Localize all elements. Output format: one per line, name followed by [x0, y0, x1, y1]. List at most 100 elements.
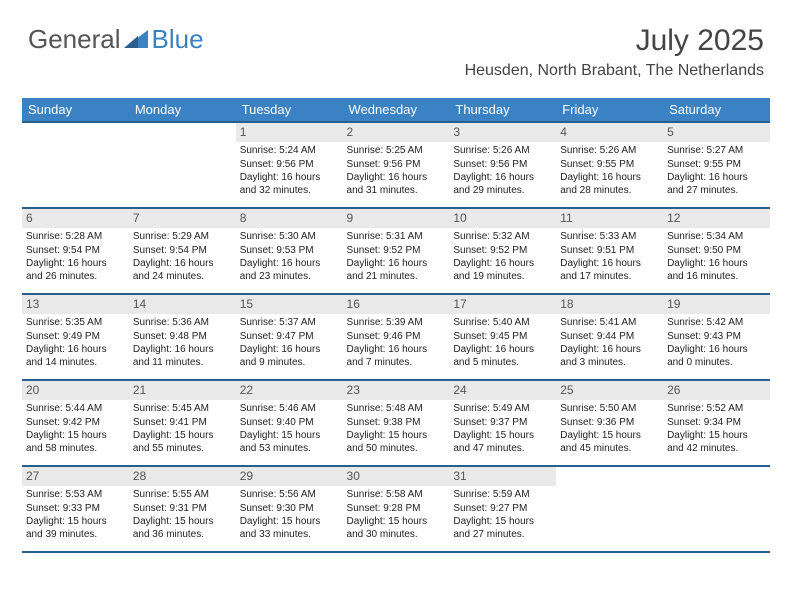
daylight-line: Daylight: 16 hours and 31 minutes. [347, 172, 446, 197]
sunrise-line: Sunrise: 5:46 AM [240, 403, 339, 416]
sunset-line: Sunset: 9:43 PM [667, 331, 766, 344]
calendar-day-cell: 15Sunrise: 5:37 AMSunset: 9:47 PMDayligh… [236, 294, 343, 380]
day-number: 21 [129, 381, 236, 400]
sunset-line: Sunset: 9:52 PM [347, 245, 446, 258]
day-number: 24 [449, 381, 556, 400]
weekday-header: Sunday [22, 98, 129, 122]
daylight-line: Daylight: 16 hours and 5 minutes. [453, 344, 552, 369]
sunset-line: Sunset: 9:28 PM [347, 503, 446, 516]
calendar-day-cell: 6Sunrise: 5:28 AMSunset: 9:54 PMDaylight… [22, 208, 129, 294]
sunrise-line: Sunrise: 5:39 AM [347, 317, 446, 330]
daylight-line: Daylight: 15 hours and 58 minutes. [26, 430, 125, 455]
sunrise-line: Sunrise: 5:25 AM [347, 145, 446, 158]
day-number: 11 [556, 209, 663, 228]
sunset-line: Sunset: 9:46 PM [347, 331, 446, 344]
sunrise-line: Sunrise: 5:27 AM [667, 145, 766, 158]
day-number: 20 [22, 381, 129, 400]
logo-triangle-icon [124, 26, 148, 53]
sunrise-line: Sunrise: 5:50 AM [560, 403, 659, 416]
day-number: 2 [343, 123, 450, 142]
day-number: 23 [343, 381, 450, 400]
calendar-day-cell: 17Sunrise: 5:40 AMSunset: 9:45 PMDayligh… [449, 294, 556, 380]
sunrise-line: Sunrise: 5:45 AM [133, 403, 232, 416]
weekday-header: Saturday [663, 98, 770, 122]
sunrise-line: Sunrise: 5:36 AM [133, 317, 232, 330]
daylight-line: Daylight: 16 hours and 27 minutes. [667, 172, 766, 197]
day-number: 14 [129, 295, 236, 314]
sunset-line: Sunset: 9:47 PM [240, 331, 339, 344]
calendar-day-cell [556, 466, 663, 552]
day-number: 25 [556, 381, 663, 400]
sunrise-line: Sunrise: 5:53 AM [26, 489, 125, 502]
day-number: 4 [556, 123, 663, 142]
sunset-line: Sunset: 9:50 PM [667, 245, 766, 258]
sunset-line: Sunset: 9:41 PM [133, 417, 232, 430]
day-number: 5 [663, 123, 770, 142]
calendar-day-cell [129, 122, 236, 208]
calendar-day-cell: 11 Sunrise: 5:33 AMSunset: 9:51 PMDayligh… [556, 208, 663, 294]
day-number: 12 [663, 209, 770, 228]
day-number: 26 [663, 381, 770, 400]
sunrise-line: Sunrise: 5:49 AM [453, 403, 552, 416]
sunset-line: Sunset: 9:38 PM [347, 417, 446, 430]
day-number: 17 [449, 295, 556, 314]
daylight-line: Daylight: 16 hours and 29 minutes. [453, 172, 552, 197]
sunset-line: Sunset: 9:56 PM [347, 159, 446, 172]
weekday-header: Monday [129, 98, 236, 122]
sunrise-line: Sunrise: 5:34 AM [667, 231, 766, 244]
calendar-day-cell: 12Sunrise: 5:34 AMSunset: 9:50 PMDayligh… [663, 208, 770, 294]
daylight-line: Daylight: 16 hours and 3 minutes. [560, 344, 659, 369]
daylight-line: Daylight: 16 hours and 11 minutes. [133, 344, 232, 369]
daylight-line: Daylight: 16 hours and 17 minutes. [560, 258, 659, 283]
calendar-table: SundayMondayTuesdayWednesdayThursdayFrid… [22, 98, 770, 553]
weekday-header: Thursday [449, 98, 556, 122]
weekday-header: Wednesday [343, 98, 450, 122]
daylight-line: Daylight: 16 hours and 19 minutes. [453, 258, 552, 283]
calendar-day-cell: 29Sunrise: 5:56 AMSunset: 9:30 PMDayligh… [236, 466, 343, 552]
sunset-line: Sunset: 9:56 PM [453, 159, 552, 172]
sunset-line: Sunset: 9:51 PM [560, 245, 659, 258]
sunrise-line: Sunrise: 5:31 AM [347, 231, 446, 244]
sunset-line: Sunset: 9:55 PM [667, 159, 766, 172]
daylight-line: Daylight: 15 hours and 53 minutes. [240, 430, 339, 455]
calendar-day-cell: 26Sunrise: 5:52 AMSunset: 9:34 PMDayligh… [663, 380, 770, 466]
sunrise-line: Sunrise: 5:26 AM [560, 145, 659, 158]
weekday-header: Friday [556, 98, 663, 122]
sunrise-line: Sunrise: 5:44 AM [26, 403, 125, 416]
day-number: 27 [22, 467, 129, 486]
sunset-line: Sunset: 9:45 PM [453, 331, 552, 344]
daylight-line: Daylight: 15 hours and 42 minutes. [667, 430, 766, 455]
sunrise-line: Sunrise: 5:56 AM [240, 489, 339, 502]
calendar-day-cell: 18Sunrise: 5:41 AMSunset: 9:44 PMDayligh… [556, 294, 663, 380]
daylight-line: Daylight: 15 hours and 50 minutes. [347, 430, 446, 455]
calendar-head: SundayMondayTuesdayWednesdayThursdayFrid… [22, 98, 770, 122]
calendar-day-cell: 2 Sunrise: 5:25 AMSunset: 9:56 PMDaylight… [343, 122, 450, 208]
day-number: 13 [22, 295, 129, 314]
calendar-day-cell: 7Sunrise: 5:29 AMSunset: 9:54 PMDaylight… [129, 208, 236, 294]
sunset-line: Sunset: 9:36 PM [560, 417, 659, 430]
day-number: 29 [236, 467, 343, 486]
sunset-line: Sunset: 9:44 PM [560, 331, 659, 344]
logo-text-blue: Blue [152, 24, 204, 55]
calendar-week-row: 27Sunrise: 5:53 AMSunset: 9:33 PMDayligh… [22, 466, 770, 552]
day-number: 7 [129, 209, 236, 228]
day-number: 1 [236, 123, 343, 142]
sunset-line: Sunset: 9:49 PM [26, 331, 125, 344]
sunrise-line: Sunrise: 5:29 AM [133, 231, 232, 244]
sunrise-line: Sunrise: 5:41 AM [560, 317, 659, 330]
calendar-day-cell: 31Sunrise: 5:59 AMSunset: 9:27 PMDayligh… [449, 466, 556, 552]
day-number: 22 [236, 381, 343, 400]
day-number: 6 [22, 209, 129, 228]
day-number: 9 [343, 209, 450, 228]
sunrise-line: Sunrise: 5:33 AM [560, 231, 659, 244]
sunrise-line: Sunrise: 5:28 AM [26, 231, 125, 244]
sunset-line: Sunset: 9:34 PM [667, 417, 766, 430]
sunset-line: Sunset: 9:52 PM [453, 245, 552, 258]
calendar-day-cell: 8Sunrise: 5:30 AMSunset: 9:53 PMDaylight… [236, 208, 343, 294]
daylight-line: Daylight: 16 hours and 14 minutes. [26, 344, 125, 369]
day-number: 3 [449, 123, 556, 142]
calendar-day-cell: 9Sunrise: 5:31 AMSunset: 9:52 PMDaylight… [343, 208, 450, 294]
sunrise-line: Sunrise: 5:30 AM [240, 231, 339, 244]
sunrise-line: Sunrise: 5:42 AM [667, 317, 766, 330]
sunrise-line: Sunrise: 5:59 AM [453, 489, 552, 502]
